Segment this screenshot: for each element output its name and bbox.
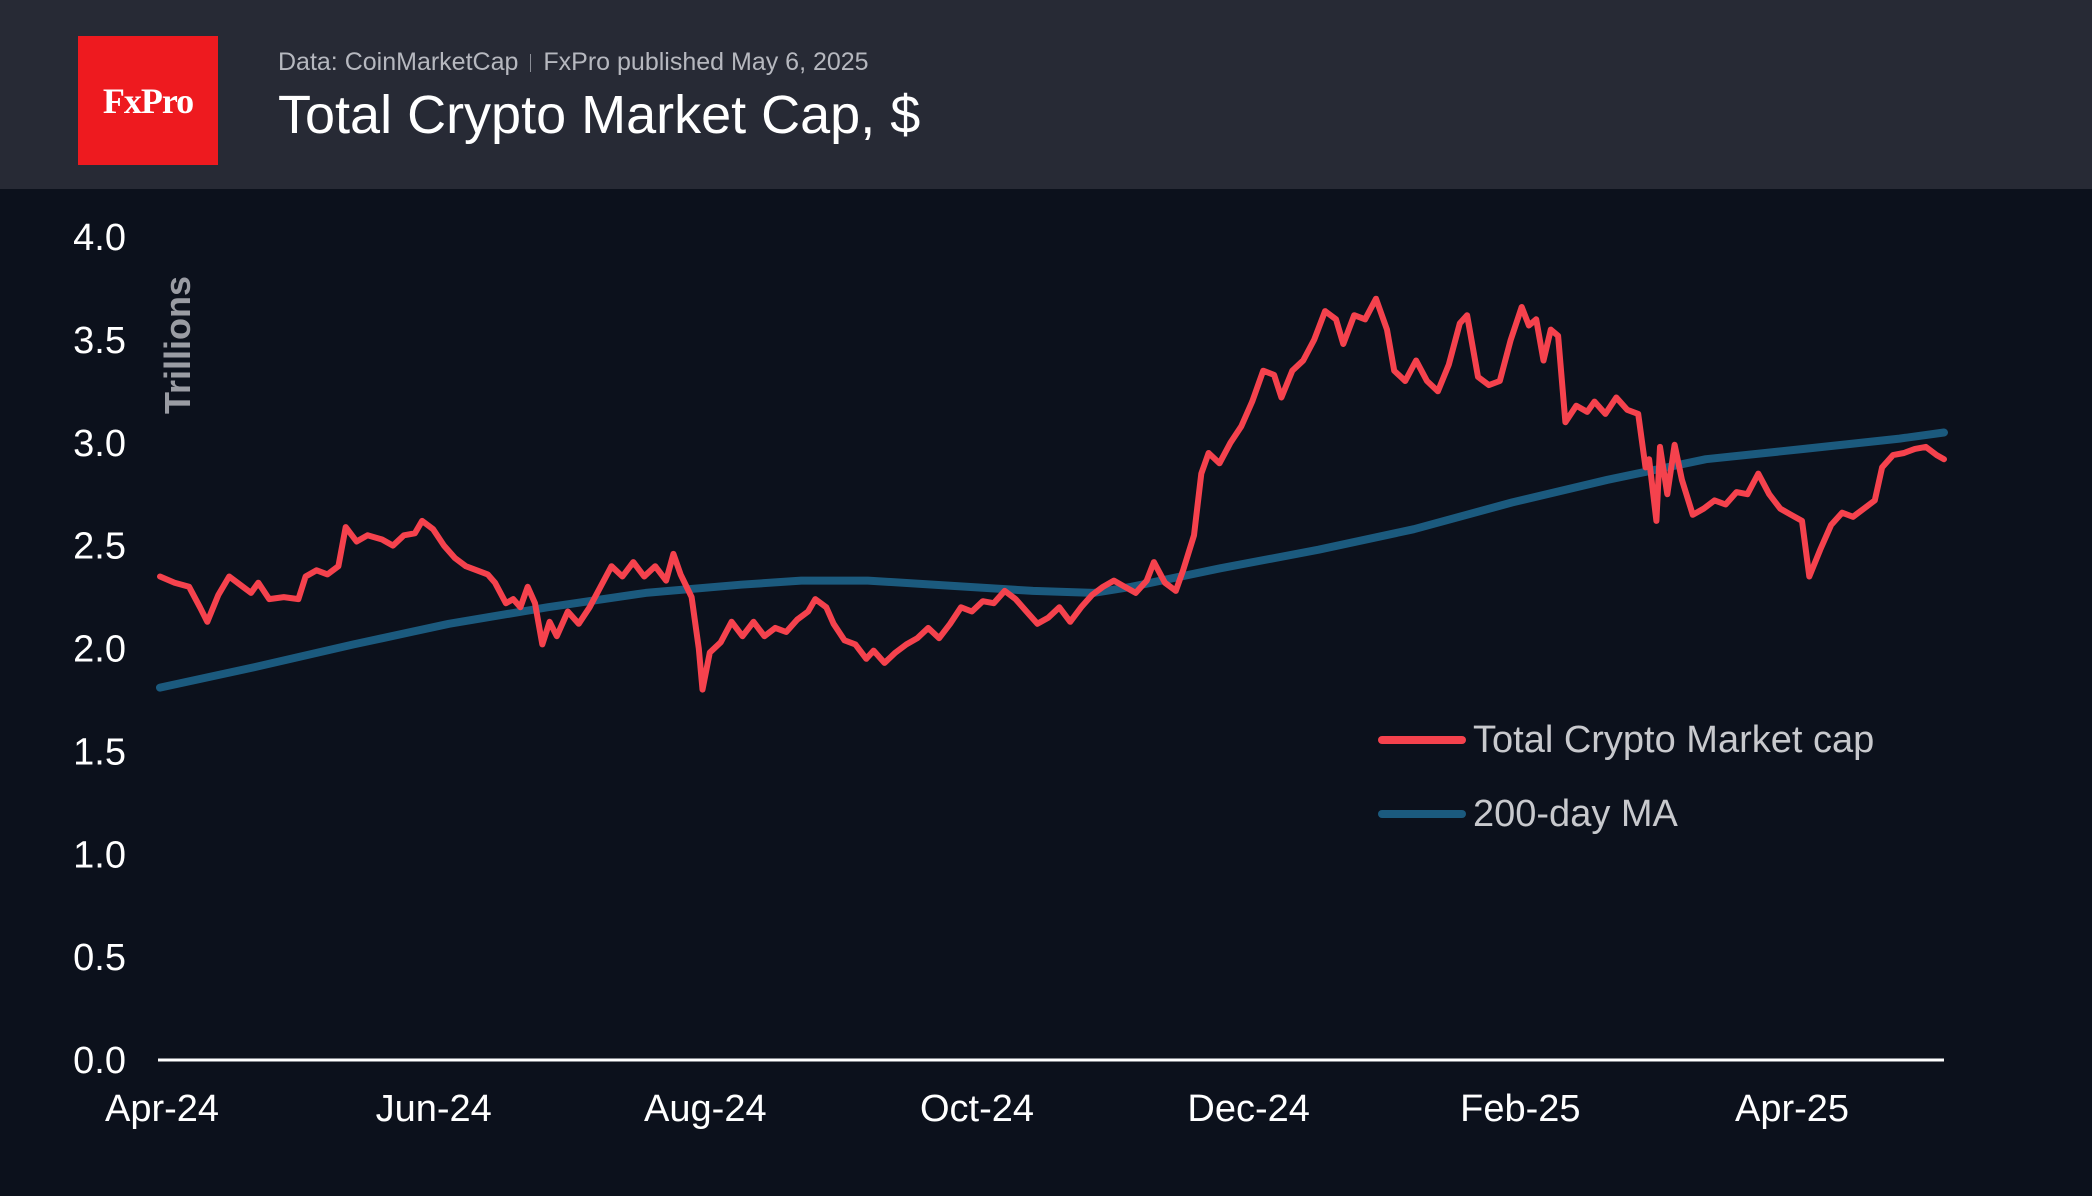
x-tick-label: Aug-24 (644, 1088, 767, 1130)
legend-label-200-day-ma: 200-day MA (1473, 793, 1679, 835)
x-tick-label: Dec-24 (1187, 1088, 1310, 1130)
published-text: FxPro published May 6, 2025 (543, 48, 869, 76)
legend-label-market-cap: Total Crypto Market cap (1473, 719, 1874, 761)
y-axis-label: Trillions (157, 276, 198, 414)
y-tick-label: 0.0 (73, 1040, 126, 1082)
source-line: Data: CoinMarketCap FxPro published May 6… (278, 48, 869, 77)
x-tick-label: Apr-25 (1735, 1088, 1849, 1130)
y-tick-label: 0.5 (73, 937, 126, 979)
legend: Total Crypto Market cap 200-day MA (1378, 719, 1874, 835)
x-tick-label: Apr-24 (105, 1088, 219, 1130)
y-tick-label: 3.5 (73, 320, 126, 362)
chart-header: FxPro Data: CoinMarketCap FxPro published… (0, 0, 2092, 189)
series-line-200-day-ma (156, 428, 1948, 692)
x-tick-label: Oct-24 (920, 1088, 1034, 1130)
chart-title: Total Crypto Market Cap, $ (278, 85, 921, 145)
x-tick-label: Feb-25 (1460, 1088, 1580, 1130)
y-tick-label: 2.0 (73, 629, 126, 671)
fxpro-logo: FxPro (78, 36, 218, 165)
separator (530, 54, 532, 72)
x-axis-ticks: Apr-24 Jun-24 Aug-24 Oct-24 Dec-24 Feb-25 Apr-… (105, 1088, 1849, 1130)
x-tick-label: Jun-24 (376, 1088, 492, 1130)
y-tick-label: 1.0 (73, 834, 126, 876)
y-tick-label: 1.5 (73, 731, 126, 773)
y-axis-ticks: 0.0 0.5 1.0 1.5 2.0 2.5 3.0 3.5 4.0 (73, 217, 126, 1082)
series-line-total-crypto-market-cap (157, 295, 1947, 693)
y-tick-label: 2.5 (73, 526, 126, 568)
y-tick-label: 4.0 (73, 217, 126, 259)
data-source-text: Data: CoinMarketCap (278, 48, 519, 76)
y-tick-label: 3.0 (73, 423, 126, 465)
